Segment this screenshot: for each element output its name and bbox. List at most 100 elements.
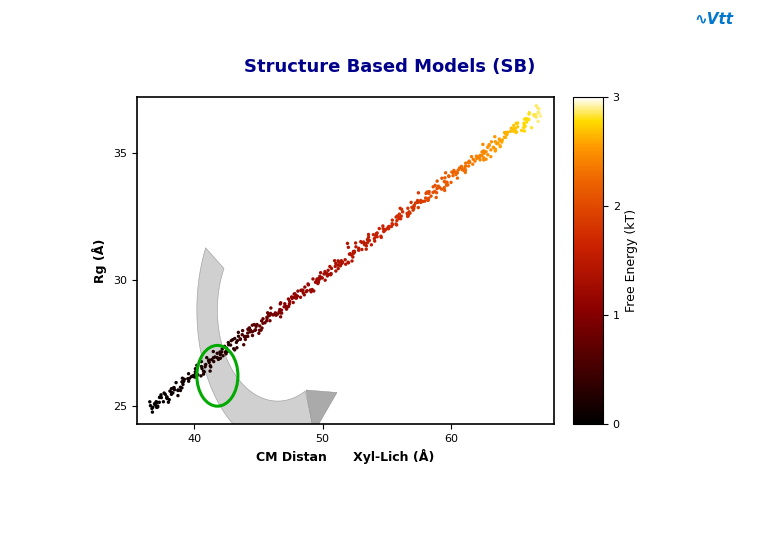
Point — [302, 280, 314, 288]
Point — [477, 140, 489, 149]
Point — [522, 115, 534, 124]
Point — [222, 347, 234, 355]
Point — [534, 112, 547, 120]
Point — [214, 350, 226, 359]
Point — [168, 386, 181, 394]
Point — [189, 373, 201, 381]
Point — [163, 395, 176, 404]
Point — [419, 197, 431, 205]
Point — [362, 230, 374, 239]
Point — [475, 151, 488, 160]
Point — [488, 143, 500, 152]
Point — [187, 372, 200, 380]
Point — [499, 133, 512, 142]
Point — [332, 258, 345, 267]
Point — [220, 349, 232, 358]
Point — [477, 156, 490, 164]
Point — [459, 159, 472, 167]
Point — [407, 206, 420, 214]
Point — [219, 348, 232, 356]
Point — [518, 127, 530, 136]
Point — [282, 295, 295, 303]
Point — [467, 155, 480, 164]
Point — [151, 403, 164, 411]
Point — [402, 211, 414, 220]
Point — [396, 207, 409, 216]
Point — [531, 104, 544, 112]
Point — [408, 202, 420, 211]
Point — [290, 293, 303, 302]
Point — [220, 344, 232, 353]
Point — [477, 153, 490, 162]
Point — [251, 320, 264, 329]
Point — [261, 308, 274, 317]
Point — [453, 164, 466, 172]
Point — [231, 336, 243, 345]
Point — [365, 240, 378, 249]
Point — [312, 278, 324, 286]
Point — [249, 326, 261, 335]
Point — [391, 217, 403, 225]
Point — [144, 401, 157, 410]
Point — [458, 166, 470, 175]
Point — [427, 183, 439, 191]
Text: candidates: simulations are mainly  driven by the entropy of the system: candidates: simulations are mainly drive… — [90, 509, 690, 524]
Point — [401, 209, 413, 218]
Point — [254, 322, 266, 330]
Point — [507, 125, 519, 133]
Point — [463, 158, 476, 166]
Point — [363, 233, 375, 241]
Point — [244, 328, 257, 336]
Point — [269, 308, 282, 317]
Point — [149, 400, 161, 408]
Point — [234, 335, 246, 343]
Point — [313, 275, 325, 284]
Point — [321, 269, 333, 278]
Point — [459, 166, 472, 174]
Point — [305, 287, 317, 296]
X-axis label: CM Distan      Xyl-Lich (Å): CM Distan Xyl-Lich (Å) — [256, 449, 434, 464]
Point — [438, 173, 451, 182]
Point — [205, 355, 218, 364]
Point — [512, 119, 524, 127]
Point — [395, 205, 408, 214]
Point — [204, 361, 217, 370]
Point — [438, 184, 451, 192]
Point — [271, 310, 284, 319]
Point — [443, 172, 456, 181]
Point — [379, 225, 392, 234]
Point — [148, 400, 161, 408]
Point — [498, 133, 511, 141]
Point — [463, 158, 476, 166]
Point — [307, 275, 319, 284]
Point — [509, 124, 522, 133]
Point — [447, 171, 459, 180]
Point — [146, 404, 158, 413]
Point — [197, 370, 210, 379]
Point — [200, 353, 213, 362]
Point — [420, 189, 432, 198]
Point — [383, 222, 395, 231]
Point — [491, 139, 504, 147]
Point — [358, 240, 370, 249]
Point — [363, 236, 376, 245]
Point — [518, 121, 530, 130]
Point — [518, 119, 530, 127]
Point — [197, 367, 210, 375]
Point — [314, 268, 327, 277]
Point — [378, 226, 391, 234]
Point — [370, 230, 383, 238]
Point — [392, 214, 405, 223]
Point — [484, 145, 497, 154]
Point — [174, 383, 186, 391]
Polygon shape — [306, 390, 337, 433]
Point — [231, 343, 243, 352]
Point — [154, 390, 167, 399]
Point — [269, 309, 282, 318]
Point — [533, 109, 545, 118]
Point — [151, 403, 163, 411]
Point — [499, 129, 512, 138]
Point — [378, 227, 390, 236]
Point — [275, 309, 288, 318]
Point — [170, 379, 183, 387]
